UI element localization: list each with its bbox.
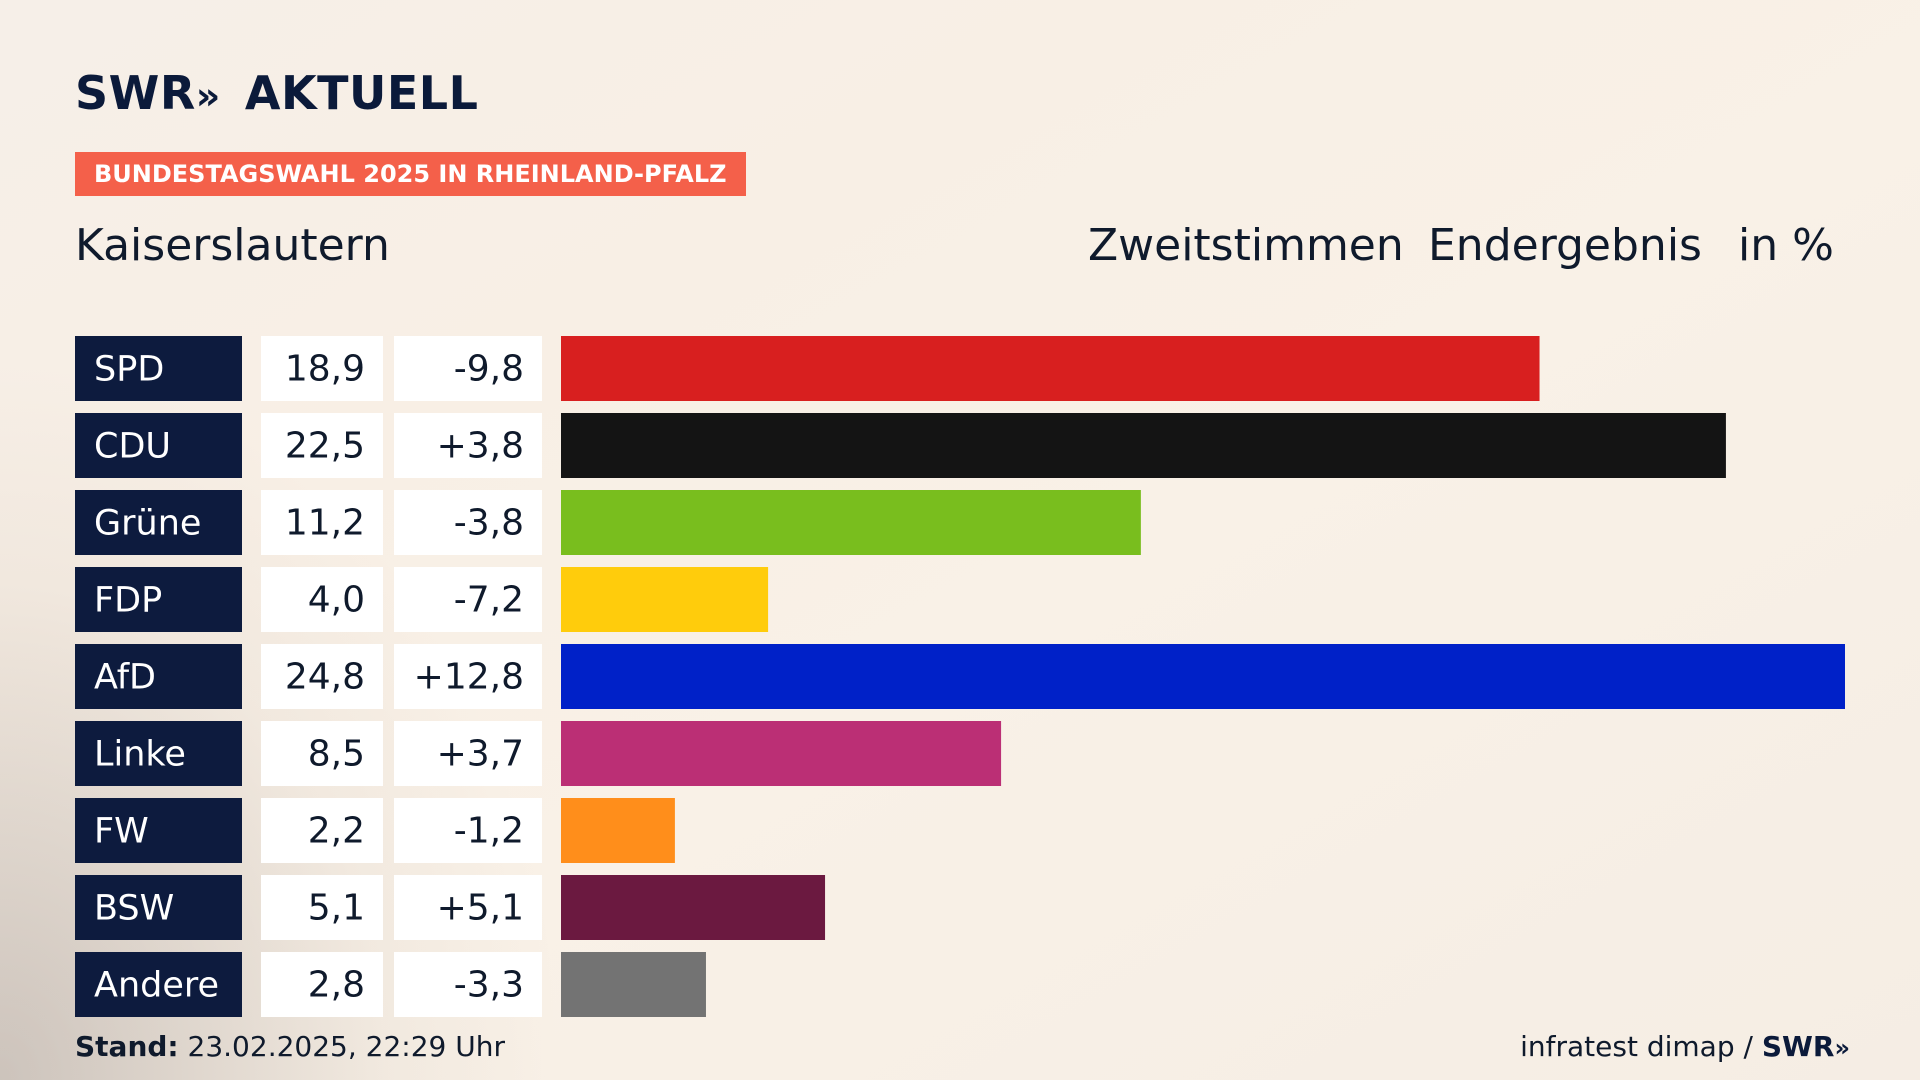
change-box: [394, 336, 542, 401]
value-label: 24,8: [285, 657, 365, 698]
party-label: Linke: [94, 735, 186, 775]
change-label: -3,8: [454, 503, 524, 544]
value-box: [261, 721, 383, 786]
change-label: +12,8: [414, 657, 524, 698]
value-box: [261, 567, 383, 632]
value-box: [261, 875, 383, 940]
stand-label: Stand:: [75, 1030, 179, 1063]
value-box: [261, 798, 383, 863]
value-label: 2,2: [308, 811, 365, 852]
party-label: CDU: [94, 427, 171, 467]
party-label: AfD: [94, 658, 156, 698]
party-label: SPD: [94, 350, 164, 390]
bar-linke: [561, 721, 1002, 786]
party-label: Grüne: [94, 504, 201, 544]
party-label: Andere: [94, 966, 219, 1006]
source-arrows-icon: »: [1834, 1034, 1849, 1062]
change-box: [394, 644, 542, 709]
value-label: 8,5: [308, 734, 365, 775]
change-label: -7,2: [454, 580, 524, 621]
value-label: 4,0: [308, 580, 365, 621]
change-box: [394, 413, 542, 478]
value-box: [261, 644, 383, 709]
footer-timestamp: Stand: 23.02.2025, 22:29 Uhr: [75, 1030, 505, 1063]
change-label: -9,8: [454, 349, 524, 390]
bar-grüne: [561, 490, 1141, 555]
value-box: [261, 490, 383, 555]
logo-product: AKTUELL: [244, 66, 479, 120]
source-text: infratest dimap /: [1520, 1030, 1753, 1063]
stand-value: 23.02.2025, 22:29 Uhr: [187, 1030, 505, 1063]
value-box: [261, 952, 383, 1017]
bar-fw: [561, 798, 675, 863]
party-label-box: [75, 798, 242, 863]
bar-bsw: [561, 875, 826, 940]
party-label-box: [75, 336, 242, 401]
change-label: +5,1: [437, 888, 524, 929]
change-label: -1,2: [454, 811, 524, 852]
change-box: [394, 567, 542, 632]
bar-afd: [561, 644, 1845, 709]
source-brand: SWR: [1761, 1030, 1835, 1063]
value-label: 2,8: [308, 965, 365, 1006]
header-status: Endergebnis: [1428, 220, 1702, 271]
party-label: BSW: [94, 889, 174, 929]
change-box: [394, 875, 542, 940]
party-label-box: [75, 490, 242, 555]
election-tag: BUNDESTAGSWAHL 2025 IN RHEINLAND-PFALZ: [75, 152, 746, 196]
bar-andere: [561, 952, 706, 1017]
value-box: [261, 336, 383, 401]
value-label: 18,9: [285, 349, 365, 390]
bar-cdu: [561, 413, 1726, 478]
change-box: [394, 721, 542, 786]
header-vote-type: Zweitstimmen: [1088, 220, 1404, 271]
change-label: -3,3: [454, 965, 524, 1006]
change-box: [394, 490, 542, 555]
logo-brand: SWR: [75, 66, 196, 120]
swr-aktuell-logo: SWR» AKTUELL: [75, 66, 478, 120]
party-label-box: [75, 567, 242, 632]
change-box: [394, 952, 542, 1017]
source-brand-logo: SWR»: [1761, 1030, 1850, 1063]
party-label-box: [75, 644, 242, 709]
party-label-box: [75, 875, 242, 940]
footer-source: infratest dimap / SWR»: [1520, 1030, 1850, 1063]
bar-spd: [561, 336, 1540, 401]
region-title: Kaiserslautern: [75, 220, 390, 271]
value-box: [261, 413, 383, 478]
change-label: +3,8: [437, 426, 524, 467]
party-label: FW: [94, 812, 149, 852]
change-box: [394, 798, 542, 863]
value-label: 22,5: [285, 426, 365, 467]
header-unit: in %: [1738, 220, 1834, 271]
party-label-box: [75, 413, 242, 478]
party-label-box: [75, 721, 242, 786]
bar-fdp: [561, 567, 769, 632]
party-label-box: [75, 952, 242, 1017]
party-label: FDP: [94, 581, 162, 621]
value-label: 5,1: [308, 888, 365, 929]
value-label: 11,2: [285, 503, 365, 544]
change-label: +3,7: [437, 734, 524, 775]
